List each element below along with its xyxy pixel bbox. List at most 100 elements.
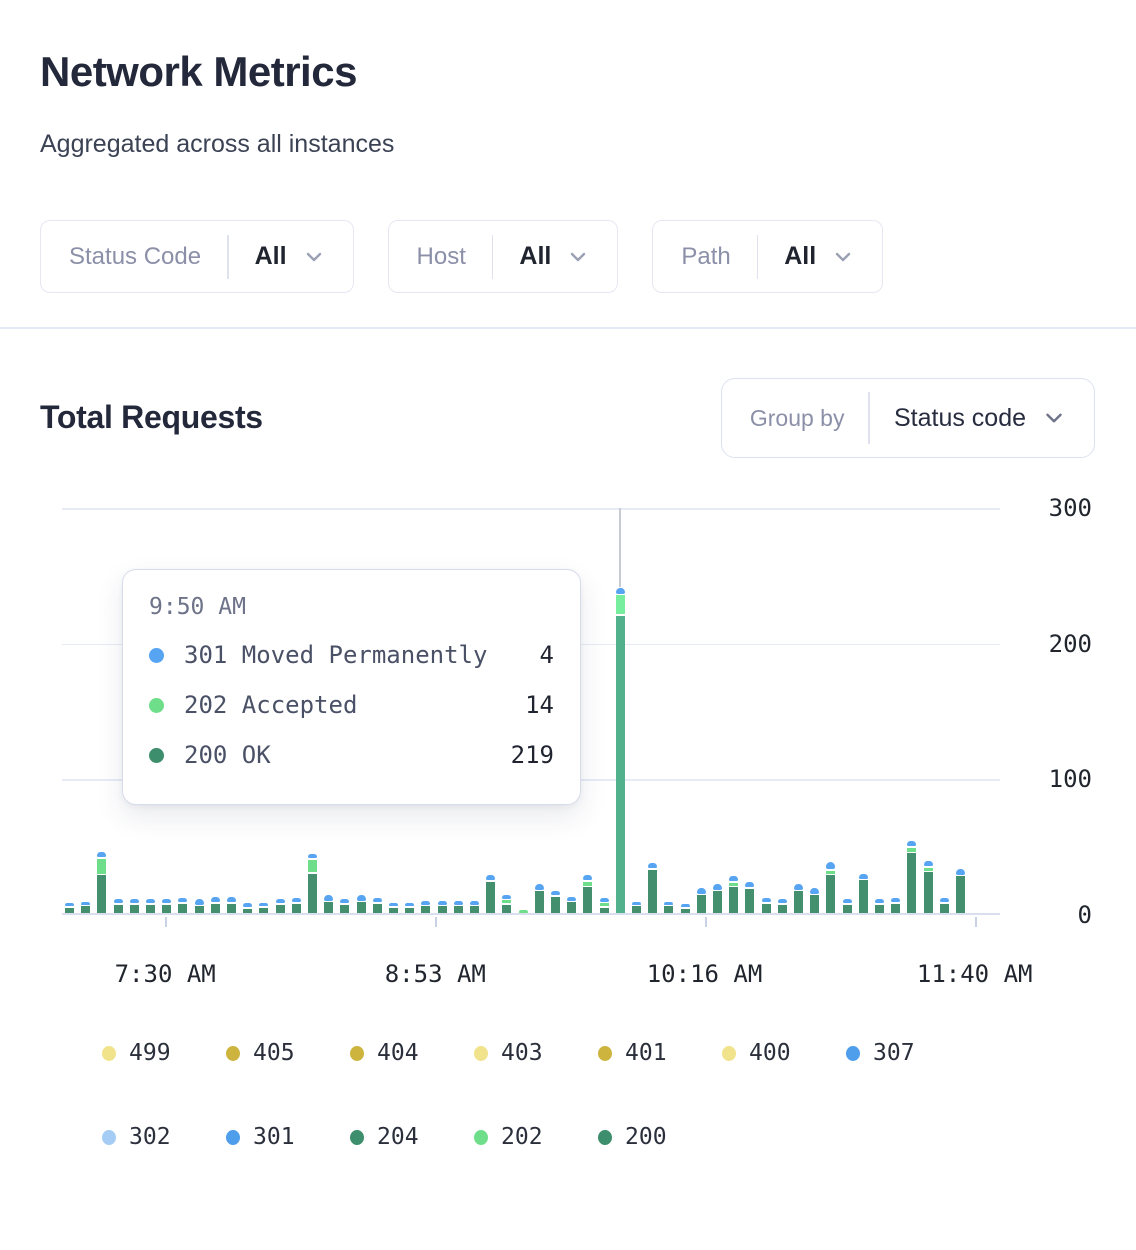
legend-dot-307 bbox=[846, 1045, 860, 1061]
bar[interactable] bbox=[243, 903, 253, 913]
bar-segment-202 bbox=[308, 859, 317, 873]
legend-item-405[interactable]: 405 bbox=[226, 1040, 350, 1066]
bar[interactable] bbox=[810, 888, 820, 913]
bar[interactable] bbox=[551, 891, 560, 913]
bar[interactable] bbox=[923, 860, 933, 913]
bar[interactable] bbox=[680, 904, 690, 913]
bar-segment-301 bbox=[81, 901, 91, 905]
bar-segment-200 bbox=[178, 903, 188, 913]
bar[interactable] bbox=[907, 840, 917, 913]
legend-item-400[interactable]: 400 bbox=[722, 1040, 846, 1066]
bar-segment-200 bbox=[291, 903, 301, 913]
bar-segment-301 bbox=[113, 899, 123, 904]
legend-item-307[interactable]: 307 bbox=[846, 1040, 970, 1066]
bar[interactable] bbox=[761, 897, 771, 913]
bar[interactable] bbox=[729, 875, 739, 913]
bar-segment-301 bbox=[583, 874, 593, 881]
bar[interactable] bbox=[875, 899, 884, 913]
bar[interactable] bbox=[259, 903, 269, 913]
legend-item-403[interactable]: 403 bbox=[474, 1040, 598, 1066]
bar[interactable] bbox=[696, 888, 706, 913]
legend-item-200[interactable]: 200 bbox=[598, 1124, 722, 1150]
legend-item-401[interactable]: 401 bbox=[598, 1040, 722, 1066]
bar[interactable] bbox=[113, 899, 123, 913]
bar[interactable] bbox=[308, 854, 317, 913]
bar[interactable] bbox=[891, 897, 901, 913]
bar[interactable] bbox=[65, 903, 74, 913]
path-filter[interactable]: Path All bbox=[652, 220, 884, 293]
bar[interactable] bbox=[437, 900, 447, 913]
bar[interactable] bbox=[858, 873, 868, 913]
bar-segment-301 bbox=[194, 899, 204, 905]
bar-segment-301 bbox=[664, 901, 674, 905]
bar[interactable] bbox=[842, 899, 852, 913]
bar[interactable] bbox=[567, 896, 577, 913]
bar[interactable] bbox=[210, 896, 220, 913]
bar[interactable] bbox=[518, 910, 528, 913]
bar[interactable] bbox=[453, 900, 463, 913]
bar-segment-301 bbox=[632, 901, 641, 905]
bar[interactable] bbox=[939, 897, 949, 913]
bar[interactable] bbox=[194, 899, 204, 913]
bar-segment-200 bbox=[583, 887, 593, 913]
bar[interactable] bbox=[340, 899, 350, 913]
status-code-filter[interactable]: Status Code All bbox=[40, 220, 354, 293]
bar[interactable] bbox=[777, 899, 787, 913]
bar[interactable] bbox=[81, 901, 91, 913]
legend-item-499[interactable]: 499 bbox=[102, 1040, 226, 1066]
bar[interactable] bbox=[664, 901, 674, 913]
bar-segment-301 bbox=[956, 869, 965, 875]
bar[interactable] bbox=[291, 897, 301, 913]
status-code-filter-label: Status Code bbox=[69, 242, 202, 270]
tooltip-row: 301 Moved Permanently 4 bbox=[149, 630, 554, 680]
legend-label: 204 bbox=[377, 1124, 419, 1150]
bar[interactable] bbox=[794, 884, 803, 913]
bar[interactable] bbox=[632, 901, 641, 913]
legend-dot-401 bbox=[598, 1045, 612, 1061]
tooltip-series-value: 14 bbox=[525, 691, 554, 719]
bar[interactable] bbox=[421, 900, 431, 913]
bar-segment-301 bbox=[129, 899, 139, 904]
bar-segment-200 bbox=[648, 869, 658, 913]
bar[interactable] bbox=[486, 874, 496, 913]
bar[interactable] bbox=[745, 881, 755, 913]
legend-item-204[interactable]: 204 bbox=[350, 1124, 474, 1150]
bar-segment-301 bbox=[486, 874, 496, 881]
bar-segment-200 bbox=[956, 876, 965, 913]
bar[interactable] bbox=[275, 899, 285, 913]
legend-item-301[interactable]: 301 bbox=[226, 1124, 350, 1150]
tooltip-series-label: 200 OK bbox=[184, 741, 271, 769]
bar[interactable] bbox=[502, 894, 512, 913]
bar[interactable] bbox=[534, 884, 544, 913]
bar[interactable] bbox=[356, 895, 366, 913]
bar-hovered[interactable] bbox=[615, 588, 625, 913]
bar[interactable] bbox=[227, 896, 236, 913]
bar[interactable] bbox=[405, 903, 415, 913]
y-axis-tick-label: 0 bbox=[1077, 901, 1092, 929]
bar-segment-200 bbox=[162, 904, 172, 913]
legend-label: 301 bbox=[253, 1124, 295, 1150]
legend-item-202[interactable]: 202 bbox=[474, 1124, 598, 1150]
bar[interactable] bbox=[583, 874, 593, 913]
bar[interactable] bbox=[324, 895, 334, 913]
bar[interactable] bbox=[713, 884, 722, 913]
bar[interactable] bbox=[599, 897, 609, 913]
x-axis-tick-label: 11:40 AM bbox=[916, 960, 1033, 988]
bar-segment-200 bbox=[421, 906, 431, 913]
group-by-select[interactable]: Group by Status code bbox=[720, 378, 1095, 458]
bar[interactable] bbox=[956, 869, 965, 913]
bar-segment-200 bbox=[113, 904, 123, 913]
bar[interactable] bbox=[389, 903, 398, 913]
bar[interactable] bbox=[178, 897, 188, 913]
legend-item-302[interactable]: 302 bbox=[102, 1124, 226, 1150]
host-filter[interactable]: Host All bbox=[387, 220, 619, 293]
bar[interactable] bbox=[648, 862, 658, 913]
bar[interactable] bbox=[97, 851, 107, 913]
bar[interactable] bbox=[146, 899, 155, 913]
bar[interactable] bbox=[129, 899, 139, 913]
bar[interactable] bbox=[470, 900, 479, 913]
bar[interactable] bbox=[372, 897, 382, 913]
legend-item-404[interactable]: 404 bbox=[350, 1040, 474, 1066]
bar[interactable] bbox=[826, 862, 836, 913]
bar[interactable] bbox=[162, 899, 172, 913]
